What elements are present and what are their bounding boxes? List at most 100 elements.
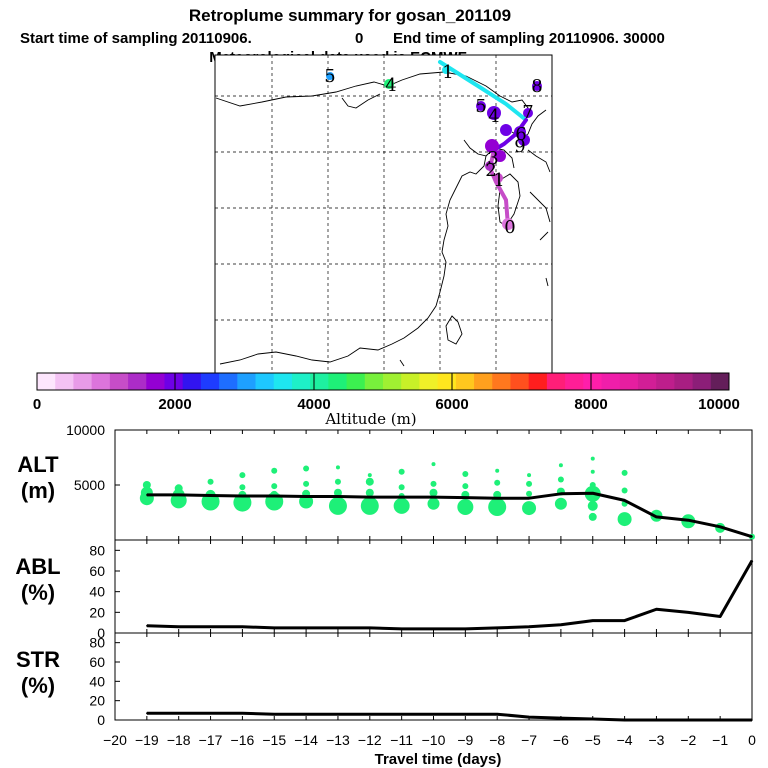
series-point	[528, 497, 530, 500]
cluster-dot	[328, 496, 347, 515]
series-point	[241, 626, 244, 628]
colorbar-cell	[510, 373, 530, 390]
colorbar-frame	[36, 372, 730, 391]
x-axis: −20 −19 −18 −17 −16 −15 −14 −13 −12 −11 −10 −9 −8 −7−…	[103, 732, 756, 768]
panel-alt: 5000 10000 ALT(m)	[17, 422, 755, 541]
x-tick-label: −16	[231, 732, 255, 748]
series-point	[591, 718, 594, 720]
series-point	[177, 626, 180, 628]
series-point	[337, 495, 339, 498]
cluster-marker	[476, 101, 486, 111]
cluster-dot	[587, 500, 598, 511]
series-point	[560, 717, 562, 719]
cluster-marker	[518, 134, 530, 146]
x-tick-label: −7	[521, 732, 537, 748]
series-point	[337, 627, 339, 629]
cluster-dot	[398, 468, 405, 475]
y-tick-label: 60	[89, 563, 105, 579]
cluster-dot	[367, 473, 372, 478]
start-time-label: Start time of sampling 20110906.	[20, 30, 252, 47]
cluster-marker	[500, 124, 512, 136]
series-point	[400, 628, 403, 630]
series-point	[305, 495, 307, 498]
cluster-marker	[485, 161, 495, 171]
trajectory-map: 0 1 2 3 4 5 6 7 8 9 1 4 5	[214, 54, 553, 374]
colorbar-cell	[419, 373, 439, 390]
altitude-colorbar: 0 2000 4000 6000 8000 10000 Altitude (m)	[33, 372, 740, 428]
x-tick-label: −9	[457, 732, 473, 748]
series-point	[432, 713, 435, 715]
cluster-dot	[457, 499, 474, 515]
series-point	[496, 497, 499, 500]
colorbar-cell	[383, 373, 402, 390]
series-point	[591, 492, 594, 495]
colorbar-cell	[109, 373, 129, 390]
colorbar-label: Altitude (m)	[324, 410, 416, 428]
cluster-dot	[427, 497, 440, 510]
cluster-dot	[303, 480, 310, 487]
cluster-dot	[526, 490, 533, 497]
cluster-dot	[271, 467, 278, 474]
trajectory-segment-high	[438, 60, 528, 122]
series-point	[209, 626, 212, 628]
panel-label: STR	[16, 647, 60, 672]
day-label: 8	[531, 76, 542, 97]
day-label: 0	[504, 217, 515, 238]
panel-unit: (%)	[21, 673, 55, 698]
y-tick-label: 0	[97, 712, 105, 728]
x-tick-label: −20	[103, 732, 127, 748]
colorbar-cell	[583, 373, 602, 390]
day-label: 5	[475, 96, 486, 117]
cluster-dot	[558, 463, 563, 468]
day-label: 5	[324, 66, 335, 87]
panel-abl: 0 20 40 60 80 ABL(%)	[15, 539, 754, 641]
x-tick-label: −8	[489, 732, 505, 748]
colorbar-cell	[492, 373, 511, 390]
cluster-dot	[494, 479, 501, 486]
x-tick-label: −13	[326, 732, 350, 748]
cluster-dot	[590, 469, 595, 474]
colorbar-cell	[273, 373, 293, 390]
series-point	[241, 495, 244, 497]
series-point	[146, 494, 148, 496]
cluster-dot	[333, 488, 342, 497]
y-tick-label: 10000	[66, 422, 105, 438]
panel-unit: (%)	[21, 580, 55, 605]
series-point	[273, 495, 276, 497]
series-point	[146, 624, 148, 627]
colorbar-cell	[200, 373, 220, 390]
y-tick-label: 80	[89, 542, 105, 558]
cluster-dot	[398, 484, 405, 491]
series-point	[177, 712, 180, 715]
cluster-marker	[532, 81, 542, 91]
colorbar-cell	[601, 373, 621, 390]
colorbar-cell	[692, 373, 712, 390]
series-point	[719, 615, 721, 618]
colorbar-cell	[455, 373, 475, 390]
series-point	[623, 719, 626, 721]
colorbar-cell	[128, 373, 147, 390]
panel-str: 0 20 40 60 80 STR(%)	[16, 632, 753, 728]
cluster-dot	[207, 478, 214, 485]
x-tick-label: −14	[294, 732, 318, 748]
series-line-alt	[146, 491, 753, 539]
cluster-dot	[557, 476, 564, 483]
x-tick-label: −12	[358, 732, 382, 748]
series-line-str	[146, 711, 752, 722]
cluster-marker	[523, 108, 533, 118]
panel-label: ALT	[17, 452, 59, 477]
x-tick-label: −18	[167, 732, 191, 748]
series-point	[623, 619, 626, 622]
x-tick-label: −19	[135, 732, 159, 748]
cluster-dot	[360, 496, 379, 515]
cluster-dot	[590, 456, 595, 461]
y-tick-label: 60	[89, 654, 105, 670]
x-tick-label: −11	[390, 732, 413, 748]
colorbar-cell	[656, 373, 675, 390]
colorbar-cell	[565, 373, 584, 390]
cluster-dot	[139, 491, 154, 506]
cluster-dot	[526, 480, 533, 487]
cluster-dot	[527, 473, 532, 478]
y-tick-label: 40	[89, 584, 105, 600]
